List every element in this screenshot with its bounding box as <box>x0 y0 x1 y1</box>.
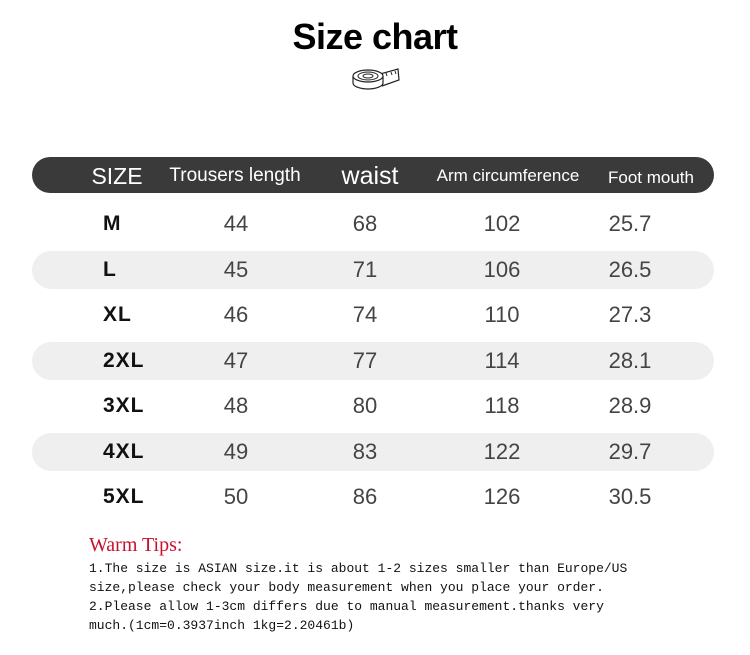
value-cell: 44 <box>223 211 249 236</box>
value-cell: 26.5 <box>608 256 652 282</box>
tip-line: much.(1cm=0.3937inch 1kg=2.20461b) <box>89 618 355 633</box>
header-waist: waist <box>341 162 399 190</box>
value-cell: 47 <box>223 347 249 373</box>
header-size: SIZE <box>91 163 143 189</box>
value-cell: 25.7 <box>608 211 652 236</box>
page-title: Size chart <box>292 16 458 57</box>
table-row: 5XL 50 86 126 30.5 <box>32 478 714 516</box>
size-cell: 5XL <box>103 485 145 508</box>
tip-line: 1.The size is ASIAN size.it is about 1-2… <box>89 561 628 576</box>
value-cell: 27.3 <box>608 302 652 327</box>
table-row: 2XL 47 77 114 28.1 <box>32 341 714 380</box>
value-cell: 110 <box>484 302 520 327</box>
tips-title: Warm Tips: <box>89 534 183 556</box>
table-row: XL 46 74 110 27.3 <box>32 296 714 334</box>
size-cell: M <box>103 212 122 235</box>
size-cell: 2XL <box>103 348 145 372</box>
value-cell: 28.9 <box>608 393 652 418</box>
size-cell: XL <box>103 303 132 326</box>
value-cell: 48 <box>223 393 249 418</box>
value-cell: 28.1 <box>608 347 652 373</box>
tape-measure-icon <box>352 68 400 90</box>
value-cell: 126 <box>483 484 521 509</box>
value-cell: 50 <box>223 484 249 509</box>
table-row: 4XL 49 83 122 29.7 <box>32 432 714 471</box>
value-cell: 29.7 <box>608 438 652 464</box>
value-cell: 83 <box>352 438 378 464</box>
table-row: L 45 71 106 26.5 <box>32 250 714 289</box>
value-cell: 118 <box>484 393 520 418</box>
table-row: M 44 68 102 25.7 <box>32 205 714 243</box>
value-cell: 80 <box>352 393 378 418</box>
value-cell: 114 <box>484 347 520 373</box>
size-cell: 4XL <box>103 439 145 463</box>
header-foot-mouth: Foot mouth <box>608 168 694 187</box>
value-cell: 45 <box>223 256 249 282</box>
table-header: SIZE Trousers length waist Arm circumfer… <box>32 157 714 193</box>
value-cell: 74 <box>352 302 378 327</box>
value-cell: 106 <box>483 256 521 282</box>
value-cell: 102 <box>483 211 521 236</box>
tip-line: size,please check your body measurement … <box>89 580 604 595</box>
size-cell: 3XL <box>103 394 145 417</box>
tip-line: 2.Please allow 1-3cm differs due to manu… <box>89 599 604 614</box>
value-cell: 46 <box>223 302 249 327</box>
header-trousers-length: Trousers length <box>169 165 301 186</box>
value-cell: 49 <box>223 438 249 464</box>
value-cell: 122 <box>483 438 521 464</box>
value-cell: 86 <box>352 484 378 509</box>
header-arm-circumference: Arm circumference <box>436 166 580 185</box>
size-cell: L <box>103 257 117 281</box>
value-cell: 77 <box>352 347 378 373</box>
warm-tips: Warm Tips: 1.The size is ASIAN size.it i… <box>89 534 627 635</box>
value-cell: 71 <box>352 256 378 282</box>
value-cell: 68 <box>352 211 378 236</box>
table-row: 3XL 48 80 118 28.9 <box>32 387 714 425</box>
value-cell: 30.5 <box>608 484 652 509</box>
